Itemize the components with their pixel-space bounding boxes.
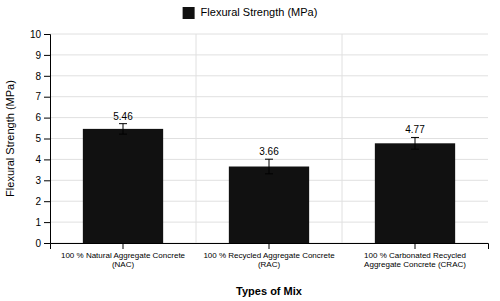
x-tick-mark bbox=[415, 243, 416, 249]
y-tick-label: 5 bbox=[35, 133, 41, 144]
y-axis: 0 1 2 3 4 5 6 7 8 9 10 bbox=[30, 29, 51, 249]
grid-line bbox=[50, 34, 488, 35]
error-bar-line bbox=[269, 159, 270, 174]
error-bar-line bbox=[411, 149, 419, 150]
error-bar-line bbox=[265, 173, 273, 174]
error-bar bbox=[265, 159, 273, 174]
x-tick-mark bbox=[123, 243, 124, 249]
bar bbox=[375, 143, 455, 243]
y-tick: 4 bbox=[35, 154, 50, 165]
y-tick-label: 7 bbox=[35, 91, 41, 102]
y-tick: 3 bbox=[35, 175, 50, 186]
y-tick-mark bbox=[44, 34, 50, 35]
error-bar-line bbox=[123, 124, 124, 134]
y-tick-label: 8 bbox=[35, 71, 41, 82]
error-bar bbox=[119, 124, 127, 134]
x-tick: 100 % Natural Aggregate Concrete(NAC) bbox=[61, 243, 186, 269]
grid-line bbox=[50, 96, 488, 97]
y-tick-label: 3 bbox=[35, 175, 41, 186]
y-tick-mark bbox=[44, 201, 50, 202]
y-tick-label: 1 bbox=[35, 217, 41, 228]
error-bar-line bbox=[415, 137, 416, 149]
error-bar-line bbox=[119, 134, 127, 135]
grid-line bbox=[50, 75, 488, 76]
x-tick: 100 % Carbonated RecycledAggregate Concr… bbox=[364, 243, 466, 269]
legend: Flexural Strength (MPa) bbox=[183, 6, 318, 19]
y-tick: 9 bbox=[35, 50, 50, 61]
data-label: 5.46 bbox=[113, 111, 133, 122]
error-bar-line bbox=[119, 123, 127, 124]
y-tick: 2 bbox=[35, 196, 50, 207]
y-tick-mark bbox=[44, 76, 50, 77]
y-tick: 5 bbox=[35, 133, 50, 144]
x-tick-label: 100 % Carbonated RecycledAggregate Concr… bbox=[364, 251, 466, 269]
y-tick-mark bbox=[44, 139, 50, 140]
y-tick: 10 bbox=[30, 29, 50, 40]
y-tick-mark bbox=[44, 97, 50, 98]
y-tick-label: 9 bbox=[35, 50, 41, 61]
data-label: 4.77 bbox=[405, 124, 425, 135]
y-tick-label: 10 bbox=[30, 29, 42, 40]
legend-label: Flexural Strength (MPa) bbox=[201, 6, 318, 18]
error-bar-line bbox=[265, 159, 273, 160]
y-tick-label: 6 bbox=[35, 112, 41, 123]
grid-line bbox=[50, 54, 488, 55]
category-divider bbox=[342, 34, 343, 243]
legend-swatch bbox=[183, 7, 195, 19]
x-tick-label: 100 % Recycled Aggregate Concrete(RAC) bbox=[203, 251, 335, 269]
y-tick-label: 0 bbox=[35, 238, 41, 249]
y-axis-title: Flexural Strength (MPa) bbox=[4, 80, 16, 197]
x-axis-title: Types of Mix bbox=[236, 285, 303, 297]
error-bar bbox=[411, 137, 419, 149]
y-tick-mark bbox=[44, 180, 50, 181]
plot: 5.46 3.66 4.77 100 % Natural Aggregate Conc… bbox=[30, 29, 489, 269]
y-tick-mark bbox=[44, 243, 50, 244]
x-tick: 100 % Recycled Aggregate Concrete(RAC) bbox=[203, 243, 335, 269]
x-axis-line bbox=[51, 244, 489, 250]
y-tick-mark bbox=[44, 55, 50, 56]
y-tick: 6 bbox=[35, 112, 50, 123]
y-axis-line bbox=[44, 35, 51, 244]
x-axis: 100 % Natural Aggregate Concrete(NAC) 100… bbox=[51, 243, 489, 269]
x-tick-mark bbox=[269, 243, 270, 249]
bar bbox=[229, 167, 309, 243]
error-bar-line bbox=[411, 137, 419, 138]
data-label: 3.66 bbox=[259, 146, 279, 157]
chart: 5.46 3.66 4.77 100 % Natural Aggregate Conc… bbox=[0, 0, 500, 301]
y-tick: 8 bbox=[35, 71, 50, 82]
grid bbox=[50, 34, 488, 243]
data-labels: 5.46 3.66 4.77 bbox=[113, 111, 425, 158]
bar bbox=[83, 129, 163, 243]
y-tick: 7 bbox=[35, 91, 50, 102]
y-tick: 0 bbox=[35, 238, 50, 249]
y-tick-label: 2 bbox=[35, 196, 41, 207]
category-divider bbox=[196, 34, 197, 243]
y-tick: 1 bbox=[35, 217, 50, 228]
y-tick-mark bbox=[44, 222, 50, 223]
y-tick-mark bbox=[44, 159, 50, 160]
y-tick-label: 4 bbox=[35, 154, 41, 165]
marks bbox=[83, 124, 455, 243]
y-tick-mark bbox=[44, 118, 50, 119]
chart-container: 5.46 3.66 4.77 100 % Natural Aggregate Conc… bbox=[0, 0, 500, 301]
x-tick-label: 100 % Natural Aggregate Concrete(NAC) bbox=[61, 251, 186, 269]
